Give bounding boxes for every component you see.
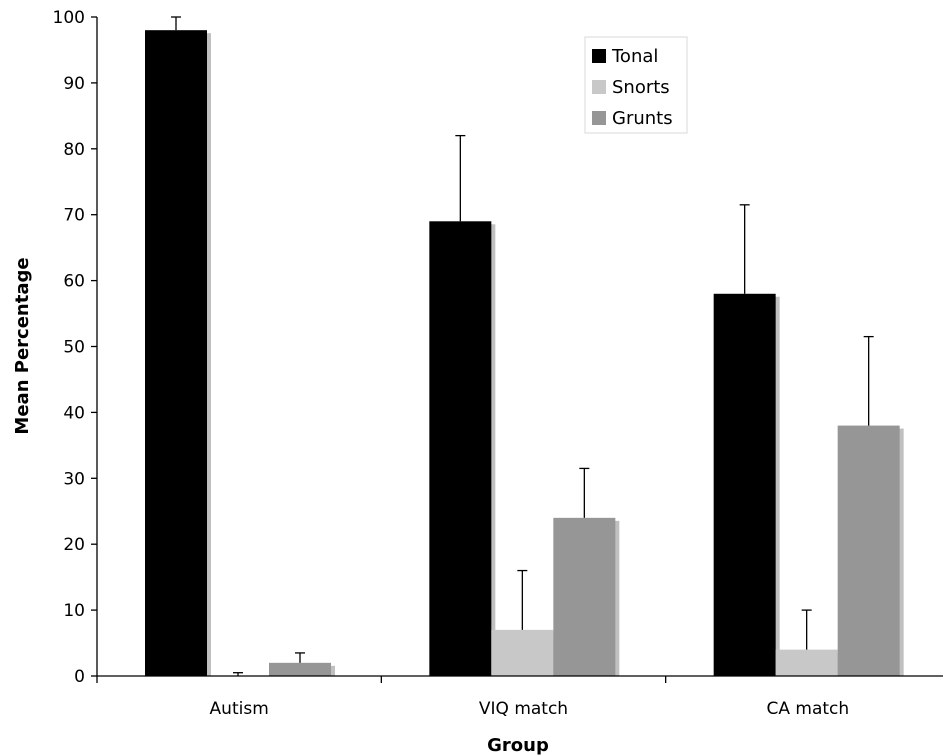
bar-snorts-viq-match — [491, 629, 554, 676]
bar-grunts-autism — [269, 662, 331, 676]
x-axis-title: Group — [487, 735, 549, 756]
legend-label-snorts: Snorts — [612, 77, 670, 98]
y-tick-label: 0 — [74, 667, 85, 687]
bar-tonal-viq-match — [429, 221, 492, 677]
y-tick-label: 90 — [63, 74, 85, 94]
y-tick-label: 40 — [63, 403, 85, 423]
bar-grunts-viq-match — [553, 517, 616, 676]
legend-label-tonal: Tonal — [611, 46, 658, 67]
y-tick-label: 50 — [63, 338, 85, 358]
y-tick-label: 20 — [63, 535, 85, 555]
error-bars-layer — [171, 16, 874, 676]
bar-snorts-ca-match — [775, 649, 838, 676]
bar-tonal-ca-match — [713, 293, 776, 676]
y-tick-label: 60 — [63, 272, 85, 292]
y-axis-title: Mean Percentage — [12, 257, 33, 434]
y-tick-label: 70 — [63, 206, 85, 226]
axes-layer: 0 10 20 30 40 50 60 70 80 90 100 Autism VIQ match CA … — [53, 8, 943, 719]
bars-layer — [145, 30, 904, 677]
y-tick-label: 80 — [63, 140, 85, 160]
bar-grunts-ca-match — [837, 425, 900, 676]
y-tick-label: 10 — [63, 601, 85, 621]
legend-swatch-tonal — [592, 49, 606, 63]
x-tick-label: CA match — [766, 699, 849, 719]
legend-swatch-grunts — [592, 111, 606, 125]
legend-swatch-snorts — [592, 80, 606, 94]
bar-tonal-autism — [145, 30, 207, 677]
x-tick-label: VIQ match — [479, 699, 568, 719]
y-tick-label: 30 — [63, 469, 85, 489]
y-tick-label: 100 — [53, 8, 85, 28]
legend: Tonal Snorts Grunts — [584, 36, 688, 134]
legend-label-grunts: Grunts — [612, 108, 673, 129]
x-tick-label: Autism — [210, 699, 269, 719]
